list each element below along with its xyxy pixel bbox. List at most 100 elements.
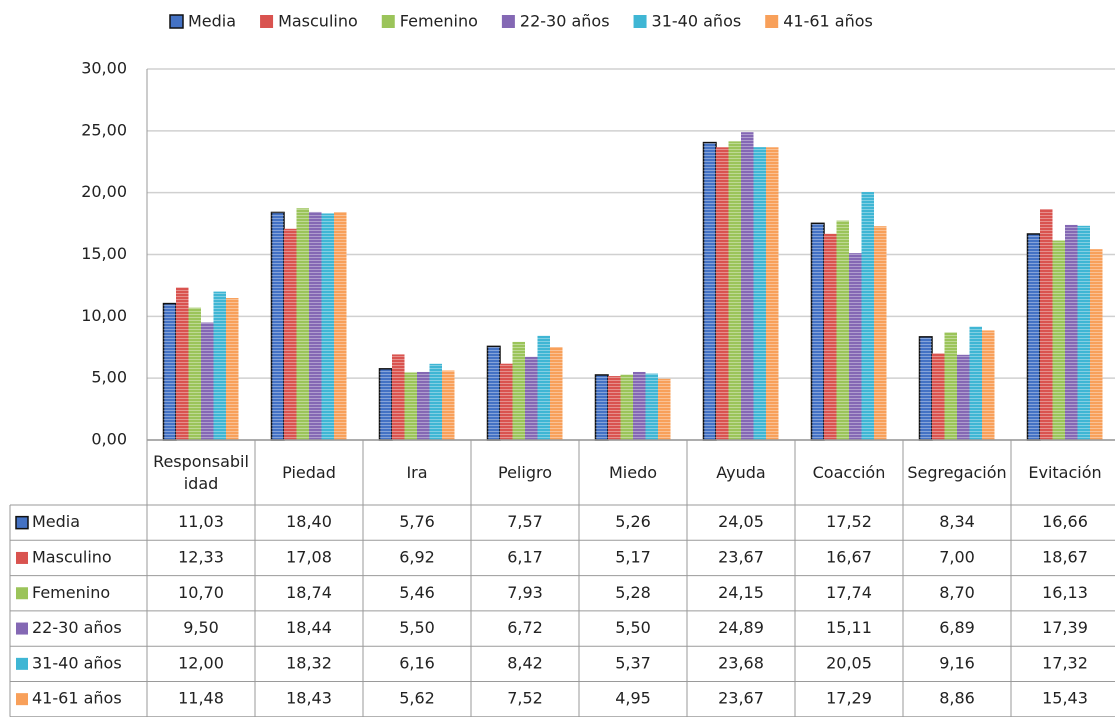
bar-texture: [321, 213, 334, 440]
bar-texture: [811, 223, 824, 440]
y-tick-label: 15,00: [81, 244, 127, 263]
bar-texture: [849, 253, 862, 440]
bar-texture: [969, 326, 982, 440]
table-cell: 9,16: [939, 653, 975, 672]
bar-texture: [608, 376, 621, 440]
x-tick-label: Responsabilidad: [153, 451, 249, 493]
bar-texture: [595, 374, 608, 440]
x-tick-label: Peligro: [498, 462, 552, 482]
table-cell: 17,52: [826, 512, 872, 531]
bar-texture: [982, 330, 995, 440]
table-cell: 24,05: [718, 512, 764, 531]
legend-swatch: [501, 15, 515, 28]
y-tick-label: 30,00: [81, 59, 127, 78]
table-cell: 7,52: [507, 689, 543, 708]
table-cell: 5,28: [615, 583, 651, 602]
bar-texture: [392, 354, 405, 440]
table-cell: 17,29: [826, 689, 872, 708]
y-tick-label: 5,00: [91, 368, 127, 387]
legend-label: 31-40 años: [652, 12, 742, 31]
table-cell: 17,74: [826, 583, 872, 602]
table-cell: 5,37: [615, 653, 651, 672]
table-cell: 24,89: [718, 618, 764, 637]
table-cell: 12,00: [178, 653, 224, 672]
bar-texture: [271, 212, 284, 440]
row-key: [16, 622, 28, 635]
table-cell: 17,39: [1042, 618, 1088, 637]
row-label: 41-61 años: [32, 689, 122, 708]
bar-texture: [836, 220, 849, 440]
bar-texture: [919, 336, 932, 440]
bar-texture: [201, 322, 214, 440]
category-header: Miedo: [608, 462, 658, 482]
table-cell: 15,43: [1042, 689, 1088, 708]
category-header: Piedad: [282, 462, 336, 482]
table-cell: 7,57: [507, 512, 543, 531]
table-cell: 11,03: [178, 512, 224, 531]
table-cell: 9,50: [183, 618, 219, 637]
bar-texture: [716, 147, 729, 440]
table-cell: 23,67: [718, 689, 764, 708]
bar-texture: [861, 192, 874, 440]
bar-texture: [512, 341, 525, 440]
category-header: Evitación: [1028, 462, 1102, 482]
legend-label: Masculino: [278, 12, 358, 31]
x-tick-label: Segregación: [907, 462, 1007, 482]
table-cell: 8,42: [507, 653, 543, 672]
table-cell: 7,93: [507, 583, 543, 602]
bar-texture: [1040, 209, 1053, 440]
bar-texture: [932, 353, 945, 440]
bar-texture: [296, 208, 309, 440]
x-tick-label: Miedo: [608, 462, 658, 482]
x-tick-label: Evitación: [1028, 462, 1102, 482]
y-tick-label: 20,00: [81, 182, 127, 201]
table-cell: 10,70: [178, 583, 224, 602]
table-cell: 23,68: [718, 653, 764, 672]
table-cell: 18,44: [286, 618, 332, 637]
row-label: Media: [32, 512, 80, 531]
table-cell: 5,46: [399, 583, 435, 602]
bar-texture: [957, 354, 970, 440]
table-cell: 18,32: [286, 653, 332, 672]
table-cell: 5,62: [399, 689, 435, 708]
bar-texture: [525, 356, 538, 440]
table-cell: 7,00: [939, 547, 975, 566]
table-cell: 5,26: [615, 512, 651, 531]
bar-texture: [824, 233, 837, 440]
bar-texture: [537, 335, 550, 440]
bar-texture: [620, 374, 633, 440]
bar-texture: [500, 363, 513, 440]
category-header: Peligro: [498, 462, 552, 482]
bar-texture: [429, 363, 442, 440]
bar-texture: [645, 373, 658, 440]
x-tick-label: Ira: [406, 462, 428, 482]
table-cell: 5,17: [615, 547, 651, 566]
table-cell: 15,11: [826, 618, 872, 637]
bar-texture: [703, 142, 716, 440]
bar-texture: [1077, 225, 1090, 440]
table-cell: 11,48: [178, 689, 224, 708]
bar-texture: [874, 226, 887, 440]
legend-label: 22-30 años: [520, 12, 610, 31]
bar-texture: [226, 298, 239, 440]
bar-texture: [550, 347, 563, 440]
bar-texture: [658, 378, 671, 440]
table-cell: 4,95: [615, 689, 651, 708]
x-tick-label: Piedad: [282, 462, 336, 482]
table-cell: 20,05: [826, 653, 872, 672]
table-cell: 16,66: [1042, 512, 1088, 531]
bar-texture: [442, 370, 455, 440]
table-cell: 6,17: [507, 547, 543, 566]
y-tick-label: 25,00: [81, 120, 127, 139]
bar-texture: [487, 346, 500, 440]
row-label: Femenino: [32, 583, 110, 602]
table-cell: 6,72: [507, 618, 543, 637]
table-cell: 17,08: [286, 547, 332, 566]
category-header: Ira: [406, 462, 428, 482]
table-cell: 5,50: [399, 618, 435, 637]
table-cell: 12,33: [178, 547, 224, 566]
legend-swatch: [765, 15, 779, 28]
table-cell: 18,43: [286, 689, 332, 708]
bar-texture: [309, 211, 322, 440]
